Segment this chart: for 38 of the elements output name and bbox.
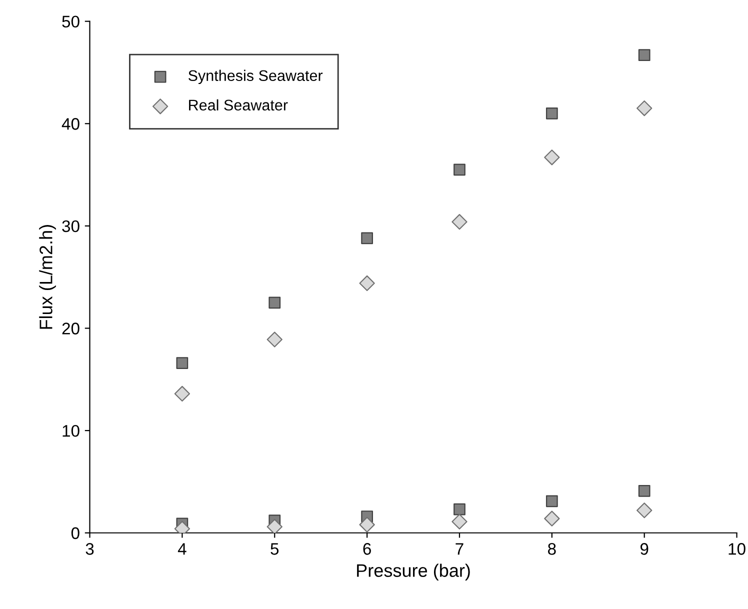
point — [636, 502, 652, 518]
point — [638, 484, 650, 497]
x-tick-label: 6 — [363, 543, 371, 555]
y-tick-label: 20 — [62, 322, 80, 334]
x-axis-title: Pressure (bar) — [357, 564, 470, 581]
point — [359, 516, 375, 533]
point — [452, 214, 468, 230]
point — [546, 107, 558, 120]
point — [636, 100, 652, 116]
y-tick-label: 50 — [62, 16, 80, 28]
point — [266, 518, 282, 533]
x-tick-label: 10 — [728, 543, 746, 555]
y-tick-label: 30 — [62, 220, 80, 232]
point — [361, 232, 373, 244]
x-tick-label: 4 — [178, 543, 186, 555]
point — [174, 386, 190, 402]
x-tick-label: 8 — [548, 543, 556, 555]
point — [546, 495, 558, 508]
point — [452, 514, 468, 530]
x-tick-label: 5 — [270, 543, 279, 555]
point — [176, 357, 188, 369]
point — [638, 49, 650, 62]
point — [359, 275, 375, 292]
y-tick-label: 10 — [62, 424, 80, 437]
y-tick-label: 0 — [71, 527, 80, 540]
point — [544, 510, 560, 526]
y-axis-title: Flux (L/m2.h) — [39, 225, 56, 329]
legend-label: Real Seawater — [189, 99, 288, 111]
x-tick-label: 7 — [456, 543, 464, 555]
point — [266, 332, 282, 348]
point — [454, 503, 466, 516]
point — [268, 296, 281, 309]
y-tick-label: 40 — [62, 118, 80, 130]
legend-label: Synthesis Seawater — [188, 70, 323, 84]
point — [454, 164, 466, 176]
x-tick-label: 3 — [86, 543, 94, 555]
point — [544, 150, 560, 166]
x-tick-label: 9 — [640, 543, 648, 555]
